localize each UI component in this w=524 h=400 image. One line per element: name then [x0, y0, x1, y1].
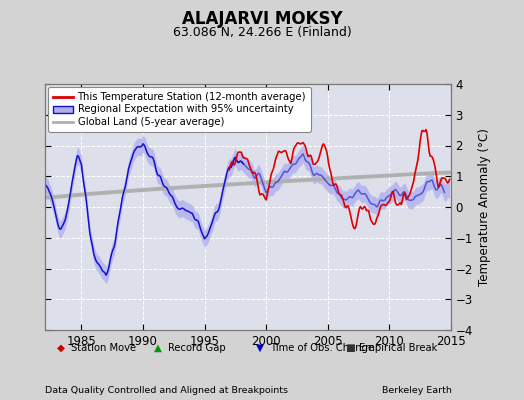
Text: ▲: ▲ — [154, 342, 162, 353]
Text: Record Gap: Record Gap — [168, 342, 226, 353]
Text: 63.086 N, 24.266 E (Finland): 63.086 N, 24.266 E (Finland) — [172, 26, 352, 39]
Text: Station Move: Station Move — [71, 342, 136, 353]
Text: Data Quality Controlled and Aligned at Breakpoints: Data Quality Controlled and Aligned at B… — [45, 386, 288, 395]
Text: ■: ■ — [345, 342, 355, 353]
Text: Time of Obs. Change: Time of Obs. Change — [270, 342, 374, 353]
Text: Berkeley Earth: Berkeley Earth — [382, 386, 452, 395]
Text: ◆: ◆ — [57, 342, 65, 353]
Text: ALAJARVI MOKSY: ALAJARVI MOKSY — [182, 10, 342, 28]
Legend: This Temperature Station (12-month average), Regional Expectation with 95% uncer: This Temperature Station (12-month avera… — [48, 87, 311, 132]
Y-axis label: Temperature Anomaly (°C): Temperature Anomaly (°C) — [478, 128, 492, 286]
Text: Empirical Break: Empirical Break — [359, 342, 438, 353]
Text: ▼: ▼ — [256, 342, 264, 353]
